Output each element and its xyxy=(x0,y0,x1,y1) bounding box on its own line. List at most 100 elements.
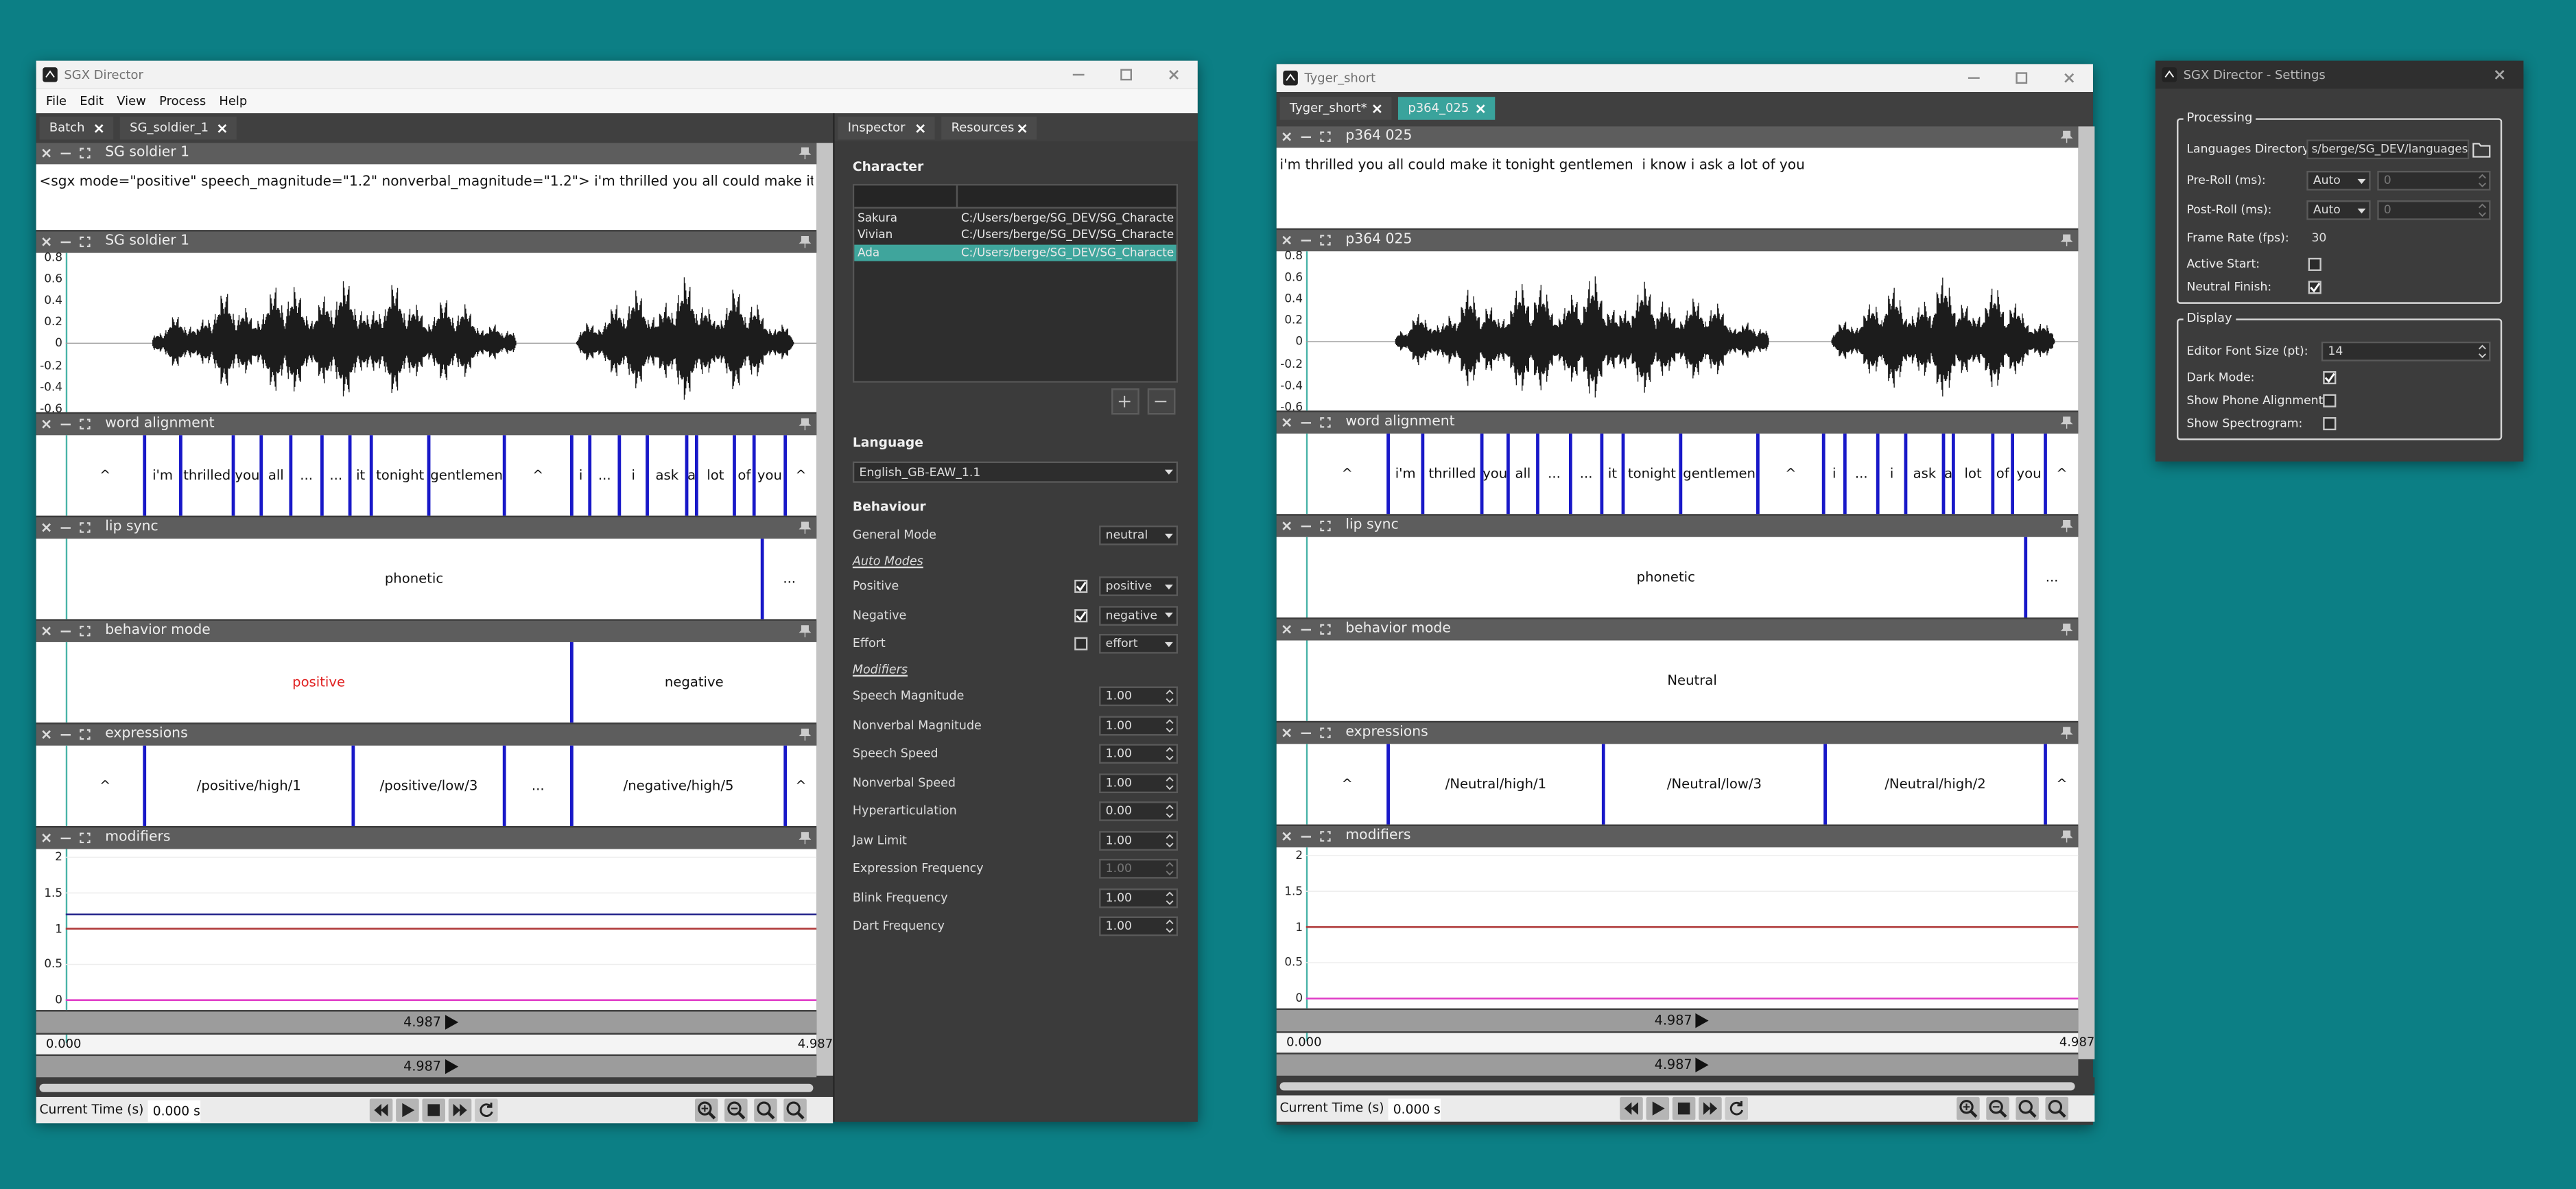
segment-label[interactable]: /positive/high/1 xyxy=(145,746,353,826)
segment-label[interactable]: positive xyxy=(66,642,572,722)
segment-boundary[interactable] xyxy=(570,435,574,515)
spin-box[interactable]: 14 xyxy=(2321,342,2491,362)
segment-label[interactable]: ^ xyxy=(66,435,145,515)
character-path[interactable]: C:/Users/berge/SG_DEV/SG_Characte... xyxy=(961,210,1174,226)
segment-boundary[interactable] xyxy=(1386,744,1390,824)
segment-label[interactable]: it xyxy=(350,435,371,515)
segment-boundary[interactable] xyxy=(1602,744,1605,824)
segment-boundary[interactable] xyxy=(588,435,591,515)
segment-label[interactable]: thrilled xyxy=(180,435,233,515)
transport-button[interactable] xyxy=(474,1098,497,1122)
segment-label[interactable]: ^ xyxy=(2045,434,2078,514)
pin-button[interactable] xyxy=(800,729,810,741)
segment-label[interactable]: i xyxy=(1823,434,1845,514)
zoom-button[interactable] xyxy=(2045,1097,2068,1120)
segment-boundary[interactable] xyxy=(570,642,574,722)
tab-label[interactable]: SG_soldier_1 xyxy=(130,117,209,140)
tab-close[interactable] xyxy=(915,123,925,133)
segment-boundary[interactable] xyxy=(2011,434,2014,514)
checkbox[interactable] xyxy=(2308,258,2321,271)
segment-boundary[interactable] xyxy=(1756,434,1760,514)
transport-button[interactable] xyxy=(421,1098,445,1122)
segment-boundary[interactable] xyxy=(259,435,263,515)
checkbox[interactable] xyxy=(1074,637,1087,650)
segment-label[interactable]: /negative/high/5 xyxy=(571,746,785,826)
segment-boundary[interactable] xyxy=(1942,434,1946,514)
segment-label[interactable]: of xyxy=(1993,434,2013,514)
menu-item[interactable]: File xyxy=(39,93,73,108)
character-name[interactable]: Ada xyxy=(858,244,956,261)
segment-label[interactable]: ^ xyxy=(785,435,817,515)
segment-label[interactable]: /Neutral/high/2 xyxy=(1825,744,2046,824)
track-header-icons[interactable] xyxy=(41,626,100,637)
segment-boundary[interactable] xyxy=(695,435,698,515)
minimize-button[interactable] xyxy=(1968,77,1980,78)
track-header-icons[interactable] xyxy=(1281,417,1340,429)
segment-label[interactable]: i'm xyxy=(1389,434,1423,514)
zoom-button[interactable] xyxy=(1957,1097,1980,1120)
tab-label[interactable]: Tyger_short* xyxy=(1290,97,1367,120)
segment-label[interactable]: you xyxy=(754,435,785,515)
zoom-button[interactable] xyxy=(754,1098,777,1122)
segment-label[interactable]: thrilled xyxy=(1423,434,1482,514)
segment-boundary[interactable] xyxy=(570,746,574,826)
segment-boundary[interactable] xyxy=(1823,744,1827,824)
tab-close[interactable] xyxy=(1476,104,1485,113)
segment-label[interactable]: tonight xyxy=(371,435,429,515)
segment-label[interactable]: ask xyxy=(1906,434,1943,514)
track-header-icons[interactable] xyxy=(41,148,100,159)
segment-boundary[interactable] xyxy=(646,435,649,515)
segment-label[interactable]: ^ xyxy=(504,435,571,515)
segment-boundary[interactable] xyxy=(1904,434,1908,514)
segment-boundary[interactable] xyxy=(1991,434,1994,514)
track-header-icons[interactable] xyxy=(41,419,100,430)
segment-label[interactable]: you xyxy=(1482,434,1508,514)
folder-button[interactable] xyxy=(2472,141,2490,158)
play-marker[interactable] xyxy=(445,1059,458,1074)
segment-boundary[interactable] xyxy=(617,435,621,515)
segment-boundary[interactable] xyxy=(733,435,736,515)
pin-button[interactable] xyxy=(2061,521,2071,532)
segment-boundary[interactable] xyxy=(1386,434,1390,514)
time-field[interactable]: 0.000 s xyxy=(148,1100,201,1121)
segment-boundary[interactable] xyxy=(783,435,787,515)
transport-button[interactable] xyxy=(1725,1097,1749,1120)
segment-label[interactable]: ask xyxy=(648,435,687,515)
track-header-icons[interactable] xyxy=(1281,624,1340,636)
close-button[interactable] xyxy=(2064,72,2075,84)
close-button[interactable] xyxy=(1168,69,1180,81)
menu-item[interactable]: View xyxy=(110,93,153,108)
segment-label[interactable]: gentlemen xyxy=(1681,434,1758,514)
tab-close[interactable] xyxy=(217,123,226,133)
segment-boundary[interactable] xyxy=(232,435,235,515)
segment-label[interactable]: you xyxy=(2013,434,2046,514)
play-marker[interactable] xyxy=(445,1015,458,1030)
checkbox[interactable] xyxy=(2323,417,2336,430)
transport-button[interactable] xyxy=(1673,1097,1696,1120)
segment-boundary[interactable] xyxy=(2024,537,2027,617)
track-header-icons[interactable] xyxy=(41,729,100,741)
pin-button[interactable] xyxy=(2061,417,2071,429)
segment-label[interactable]: lot xyxy=(1953,434,1992,514)
segment-label[interactable]: phonetic xyxy=(1306,537,2026,617)
segment-boundary[interactable] xyxy=(348,435,352,515)
tab-label[interactable]: Resources xyxy=(952,117,1015,140)
track-text[interactable]: i'm thrilled you all could make it tonig… xyxy=(1280,153,2075,176)
track-header-icons[interactable] xyxy=(1281,831,1340,843)
segment-label[interactable]: ... xyxy=(291,435,322,515)
segment-label[interactable]: of xyxy=(734,435,754,515)
table-button[interactable] xyxy=(1112,389,1138,414)
table-button[interactable] xyxy=(1148,389,1174,414)
segment-label[interactable]: /Neutral/low/3 xyxy=(1603,744,1825,824)
segment-label[interactable]: Neutral xyxy=(1306,641,2079,721)
segment-label[interactable]: i xyxy=(571,435,589,515)
checkbox[interactable] xyxy=(2323,394,2336,407)
character-path[interactable]: C:/Users/berge/SG_DEV/SG_Characte... xyxy=(961,227,1174,244)
segment-label[interactable]: i'm xyxy=(145,435,181,515)
track-header-icons[interactable] xyxy=(41,237,100,248)
segment-label[interactable]: you xyxy=(233,435,261,515)
zoom-button[interactable] xyxy=(1986,1097,2009,1120)
segment-label[interactable]: ... xyxy=(2026,537,2079,617)
segment-boundary[interactable] xyxy=(503,746,506,826)
segment-label[interactable]: ^ xyxy=(1758,434,1823,514)
